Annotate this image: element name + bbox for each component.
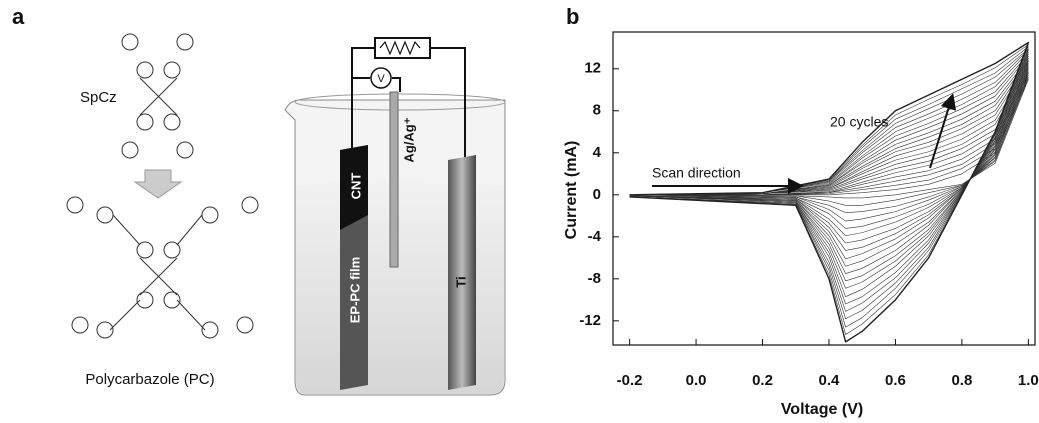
x-tick-label: 0.0 [686, 372, 707, 389]
x-tick-label: 1.0 [1018, 372, 1039, 389]
cv-curve [629, 57, 1029, 282]
monomer-structure [121, 33, 194, 159]
y-tick-label: 12 [584, 60, 601, 77]
cv-curve [629, 74, 1029, 213]
cv-curve [629, 61, 1029, 267]
x-tick-label: -0.2 [617, 372, 643, 389]
plot-frame [612, 31, 1036, 346]
cv-curve [629, 55, 1029, 289]
cv-curve [629, 72, 1029, 222]
x-tick-label: 0.8 [951, 372, 972, 389]
reference-electrode [389, 91, 399, 268]
cv-curve [629, 71, 1029, 229]
cv-curve [629, 65, 1029, 251]
y-tick-label: 4 [593, 144, 602, 161]
circuit [351, 37, 466, 160]
reference-label: Ag/Ag⁺ [401, 117, 416, 162]
cv-curve [629, 51, 1029, 305]
voltmeter-label: V [377, 73, 385, 85]
cv-curve [629, 60, 1029, 274]
x-axis-label: Voltage (V) [781, 401, 863, 418]
x-tick-label: 0.6 [885, 372, 906, 389]
panel-label: b [566, 4, 579, 29]
y-axis-label: Current (mA) [563, 141, 580, 240]
counter-electrode [448, 155, 476, 390]
counter-label: Ti [453, 276, 468, 287]
monomer-label: SpCz [80, 89, 117, 106]
annotation: 20 cycles [830, 114, 888, 130]
x-tick-label: 0.4 [819, 372, 841, 389]
cv-curve [629, 46, 1029, 328]
polymer-structure [66, 196, 259, 339]
polymer-label: Polycarbazole (PC) [85, 371, 214, 388]
cnt-label: CNT [348, 173, 363, 200]
cv-curve [629, 78, 1029, 199]
plot-area: -0.2 0.0 0.2 0.4 0.6 0.8 1.0 -12 -8 -4 0 4 8 12 [579, 41, 1039, 389]
annotation-arrow [929, 93, 957, 169]
cv-curve [629, 69, 1029, 237]
voltmeter [370, 67, 392, 89]
cv-curve [629, 41, 1030, 343]
y-tick-label: 8 [593, 102, 601, 119]
cv-curve [629, 63, 1029, 260]
x-tick-label: 0.2 [752, 372, 773, 389]
cv-curve [629, 53, 1029, 297]
cv-curve [629, 48, 1029, 320]
cv-curve [629, 44, 1029, 335]
y-tick-label: -4 [588, 228, 602, 245]
y-tick-label: -8 [588, 270, 601, 287]
annotation: Scan direction [652, 165, 741, 181]
cv-curve [629, 67, 1029, 244]
cv-curve [629, 49, 1029, 312]
reaction-arrow [133, 169, 183, 199]
panel-label: a [12, 4, 25, 29]
cv-curve [629, 76, 1029, 206]
film-label: EP-PC film [347, 257, 362, 323]
y-tick-label: 0 [593, 186, 601, 203]
y-tick-label: -12 [579, 312, 601, 329]
